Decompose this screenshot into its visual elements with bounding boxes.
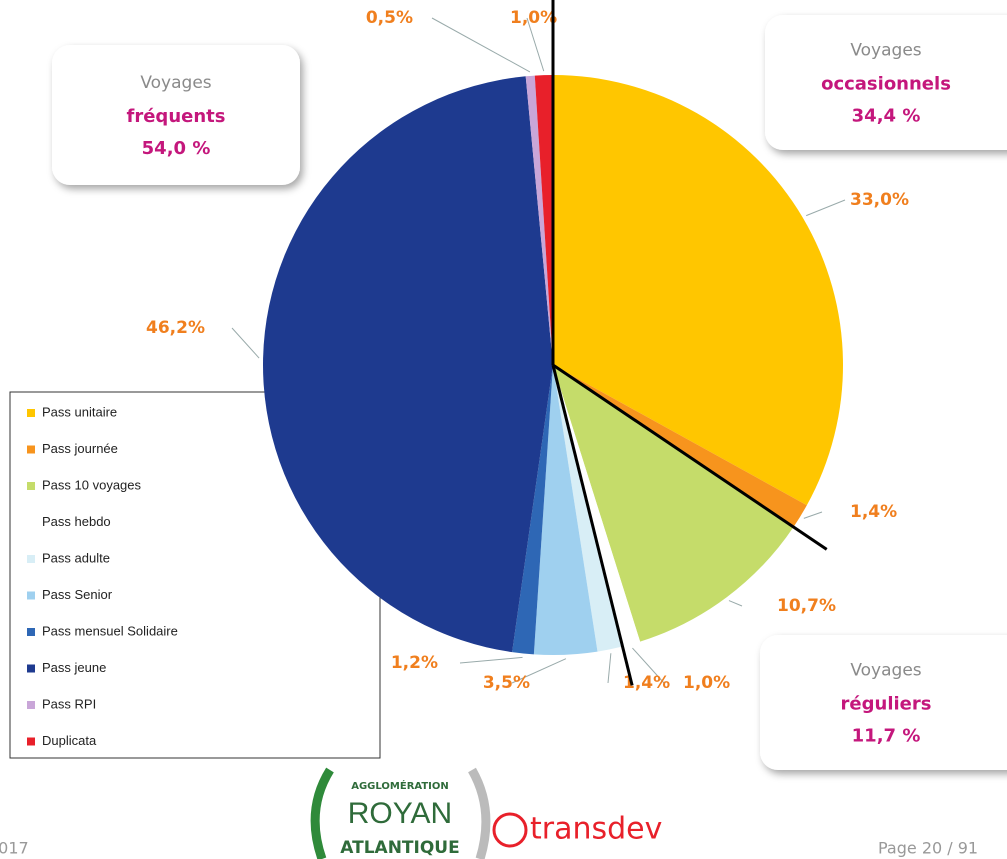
pie-slice [553,365,807,528]
footer-date: 2017 [0,839,29,858]
pie-slice [262,76,553,653]
legend-label: Pass hebdo [42,514,111,529]
footer-page: Page 20 / 91 [878,839,978,858]
legend-label: Pass journée [42,441,118,456]
data-label: 10,7% [777,596,836,616]
legend-label: Pass RPI [42,696,96,711]
legend-swatch [27,664,35,673]
data-label: 0,5% [366,8,413,28]
leader-line [607,653,612,684]
data-label: 1,4% [850,502,897,522]
legend-swatch [27,445,35,454]
callout-heading: Voyages [850,41,921,61]
leader-line [231,327,260,359]
legend-label: Duplicata [42,733,97,748]
legend-swatch [27,518,35,527]
legend-label: Pass 10 voyages [42,477,142,492]
logo-text: transdev [530,812,662,847]
leader-line [728,600,743,607]
legend-swatch [27,591,35,600]
royan-logo: AGGLOMÉRATION ROYAN ATLANTIQUE [310,767,491,859]
leader-line [632,647,665,684]
legend-swatch [27,482,35,490]
pie-slice [534,75,553,365]
callout-name: fréquents [127,106,226,127]
callout-box [52,45,300,185]
callout-share: 54,0 % [142,138,211,159]
legend-swatch [27,409,35,417]
leader-line [526,17,545,72]
leader-line [511,658,567,684]
data-label: 33,0% [850,190,909,210]
leader-line [803,511,823,519]
legend-label: Pass adulte [42,550,110,565]
callout-name: réguliers [841,694,932,715]
legend-label: Pass mensuel Solidaire [42,623,178,638]
pie-slice [525,75,553,365]
logo-text: ATLANTIQUE [340,838,459,858]
data-label: 46,2% [146,318,205,338]
pie-slice [533,365,598,656]
leader-line [806,199,846,217]
callout-box [760,635,1007,770]
leader-line [459,656,523,664]
leader-line [431,17,531,73]
group-divider [552,363,828,551]
transdev-logo: transdev [492,812,662,848]
legend-swatch [27,555,35,563]
legend-swatch [27,737,35,746]
pie-slice [553,365,794,642]
group-divider [551,364,634,686]
data-label: 1,0% [510,8,557,28]
legend-swatch [27,701,35,709]
logo-text: ROYAN [348,797,452,830]
pie-slice [553,365,641,647]
data-label: 1,0% [683,673,730,693]
legend-label: Pass Senior [42,587,113,602]
callout-name: occasionnels [821,74,951,95]
callout-heading: Voyages [140,73,211,93]
data-label: 1,2% [391,653,438,673]
callout-heading: Voyages [850,661,921,681]
logo-text: AGGLOMÉRATION [351,779,449,792]
pie-slice [553,75,844,506]
data-label: 1,4% [623,673,670,693]
callout-share: 11,7 % [852,726,921,747]
legend-swatch [27,628,35,636]
legend-label: Pass jeune [42,660,106,675]
legend-label: Pass unitaire [42,404,117,419]
callout-box [765,15,1007,150]
callout-share: 34,4 % [852,106,921,127]
pie-slice [512,365,553,655]
data-label: 3,5% [483,673,530,693]
